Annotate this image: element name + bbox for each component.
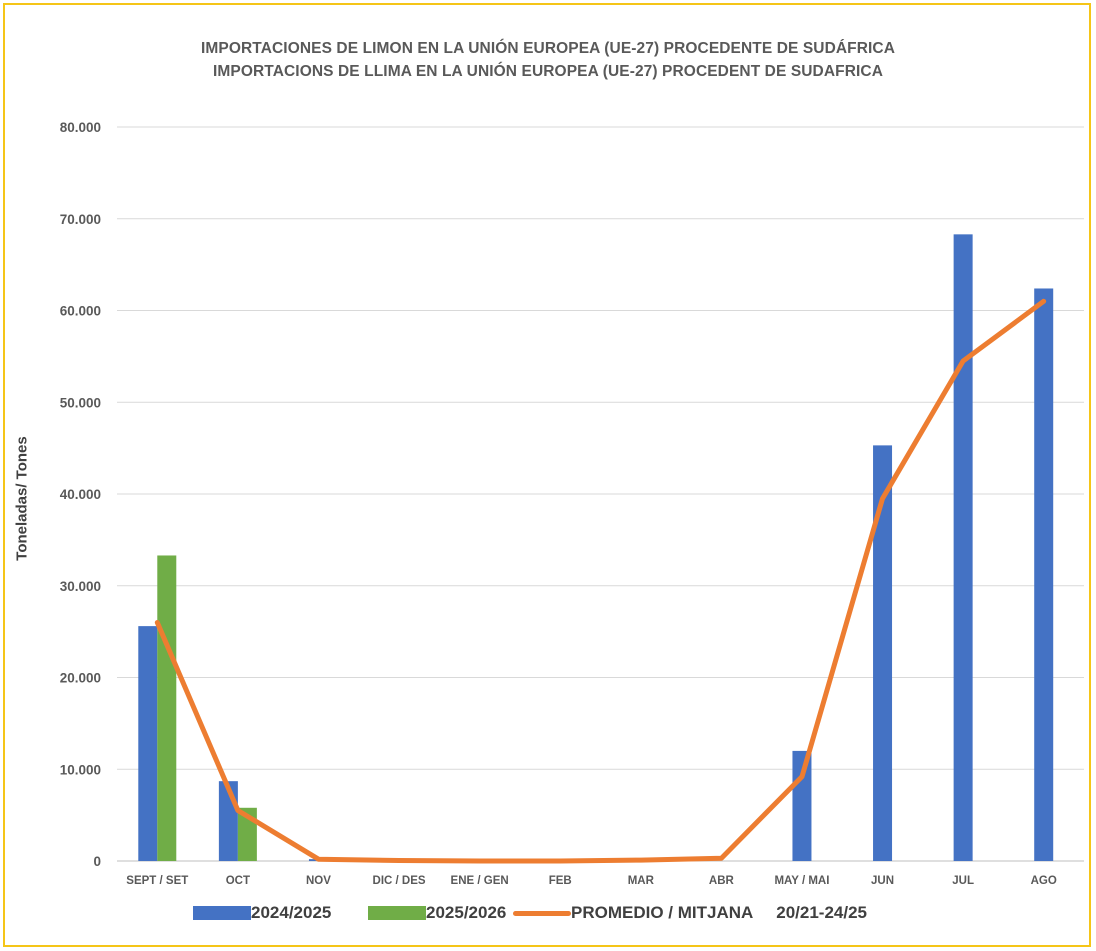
y-tick-label-7: 70.000: [60, 212, 101, 227]
chart-title: IMPORTACIONES DE LIMON EN LA UNIÓN EUROP…: [200, 40, 896, 57]
x-tick-label-10: JUL: [952, 875, 974, 887]
bar-2025-2026-0: [157, 555, 177, 861]
y-tick-label-2: 20.000: [60, 671, 101, 686]
x-tick-label-9: JUN: [871, 875, 894, 887]
chart-subtitle: IMPORTACIONS DE LLIMA EN LA UNIÓN EUROPE…: [213, 63, 883, 80]
x-tick-label-8: MAY / MAI: [774, 875, 829, 887]
legend-swatch-promedio: [513, 910, 571, 916]
legend-item-2024-2025: 2024/2025: [193, 903, 331, 923]
legend-item-promedio: PROMEDIO / MITJANA 20/21-24/25: [513, 903, 867, 923]
y-tick-label-6: 60.000: [60, 304, 101, 319]
y-tick-label-5: 50.000: [60, 395, 101, 410]
x-tick-label-1: OCT: [226, 875, 250, 887]
legend: 2024/2025 2025/2026 PROMEDIO / MITJANA 2…: [0, 903, 1096, 933]
x-tick-label-11: AGO: [1031, 875, 1057, 887]
bar-2024-2025-0: [138, 626, 158, 861]
y-tick-label-4: 40.000: [60, 487, 101, 502]
x-tick-label-4: ENE / GEN: [451, 875, 509, 887]
bar-2024-2025-11: [1034, 288, 1054, 862]
x-tick-label-3: DIC / DES: [373, 875, 426, 887]
legend-item-2025-2026: 2025/2026: [368, 903, 506, 923]
series-line-promedio: [154, 298, 1047, 864]
x-tick-label-5: FEB: [549, 875, 572, 887]
legend-label-2025-2026: 2025/2026: [426, 903, 507, 922]
y-tick-label-8: 80.000: [60, 120, 101, 135]
bar-2024-2025-9: [873, 445, 893, 861]
y-tick-label-0: 0: [93, 854, 101, 869]
legend-label-2024-2025: 2024/2025: [251, 903, 332, 922]
bar-2024-2025-10: [953, 234, 973, 861]
legend-label-promedio: PROMEDIO / MITJANA 20/21-24/25: [571, 903, 868, 922]
x-tick-label-7: ABR: [709, 875, 735, 887]
legend-swatch-2024-2025: [193, 906, 251, 920]
chart-frame: [3, 3, 1091, 947]
y-tick-label-3: 30.000: [60, 579, 101, 594]
legend-swatch-2025-2026: [368, 906, 426, 920]
y-tick-label-1: 10.000: [60, 762, 101, 777]
bar-2024-2025-8: [792, 750, 812, 861]
x-tick-label-0: SEPT / SET: [126, 875, 188, 887]
x-tick-label-6: MAR: [628, 875, 655, 887]
x-tick-label-2: NOV: [306, 875, 331, 887]
